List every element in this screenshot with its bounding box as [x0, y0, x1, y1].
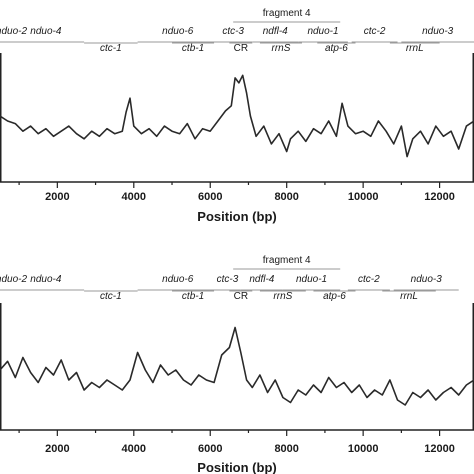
plot-frame [0, 303, 474, 431]
x-tick-label: 4000 [122, 443, 146, 455]
gene-label: nduo-1 [296, 274, 327, 285]
gene-label: nduo-6 [162, 274, 194, 285]
gene-label: nduo-6 [162, 26, 194, 37]
gene-label: atp-6 [325, 43, 348, 54]
gene-label: ctc-1 [100, 291, 122, 302]
gene-label: rrnS [272, 43, 291, 54]
gene-label: rrnL [400, 291, 418, 302]
gene-label: rrnL [406, 43, 424, 54]
gene-label: ctc-1 [100, 43, 122, 54]
gene-label: CR [234, 291, 248, 302]
gene-label: nduo-3 [411, 274, 443, 285]
gene-label: ctc-2 [358, 274, 380, 285]
gene-label: ctc-3 [217, 274, 239, 285]
x-tick-label: 12000 [424, 443, 455, 455]
x-tick-label: 2000 [45, 191, 69, 203]
x-tick-label: 10000 [348, 443, 379, 455]
gene-label: nduo-4 [30, 26, 62, 37]
gene-label: ctc-3 [222, 26, 244, 37]
gene-label: ctb-1 [182, 43, 204, 54]
x-tick-label: 2000 [45, 443, 69, 455]
x-tick-label: 6000 [198, 191, 222, 203]
gene-label: nduo-3 [422, 26, 454, 37]
gene-label: ndfl-4 [263, 26, 288, 37]
x-tick-label: 12000 [424, 191, 455, 203]
gene-label: ndfl-4 [249, 274, 274, 285]
x-axis-label: Position (bp) [197, 209, 276, 224]
x-axis-label: Position (bp) [197, 460, 276, 474]
gene-label: CR [234, 43, 248, 54]
x-tick-label: 8000 [274, 191, 298, 203]
gene-label: ctb-1 [182, 291, 204, 302]
fragment-label: fragment 4 [263, 255, 311, 266]
series-line [0, 326, 474, 406]
x-tick-label: 6000 [198, 443, 222, 455]
gene-label: nduo-4 [30, 274, 62, 285]
gene-label: nduo-2 [0, 26, 27, 37]
plot-frame [0, 53, 474, 183]
gene-label: nduo-2 [0, 274, 27, 285]
gene-label: nduo-1 [307, 26, 338, 37]
x-tick-label: 8000 [274, 443, 298, 455]
x-tick-label: 4000 [122, 191, 146, 203]
gene-label: rrnS [273, 291, 292, 302]
fragment-label: fragment 4 [263, 8, 311, 19]
x-tick-label: 10000 [348, 191, 379, 203]
gene-label: ctc-2 [364, 26, 386, 37]
gene-label: atp-6 [323, 291, 346, 302]
series-line [0, 74, 474, 158]
